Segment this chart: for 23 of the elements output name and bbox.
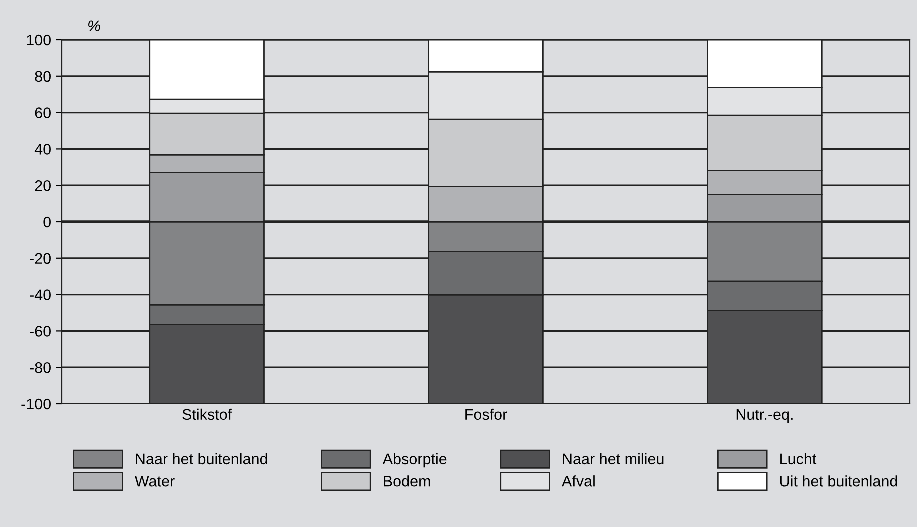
y-tick-label: 100 — [27, 34, 51, 46]
legend-label: Uit het buitenland — [780, 476, 898, 487]
y-tick-label: 20 — [35, 180, 51, 192]
y-tick-label: -40 — [30, 290, 51, 300]
y-tick-label: -20 — [30, 253, 51, 264]
y-tick-label: -60 — [30, 326, 51, 337]
y-tick-label: -80 — [30, 362, 51, 374]
legend-label: Absorptie — [382, 453, 447, 468]
x-tick-label: Nutr.-eq. — [736, 409, 793, 424]
legend-label: Naar het buitenland — [136, 453, 268, 465]
legend-label: Water — [134, 476, 175, 487]
y-tick-label: 80 — [35, 71, 51, 82]
y-axis-title: % — [88, 20, 100, 32]
y-tick-label: 60 — [35, 108, 51, 118]
y-tick-label: -100 — [22, 398, 51, 410]
x-tick-label: Fosfor — [466, 408, 508, 420]
y-tick-label: 0 — [44, 216, 51, 228]
x-tick-label: Stikstof — [182, 408, 232, 420]
legend-label: Naar het milieu — [563, 453, 664, 465]
legend-label: Bodem — [384, 476, 430, 487]
y-tick-label: 40 — [34, 144, 51, 155]
legend-label: Afval — [562, 476, 595, 487]
legend-label: Lucht — [780, 453, 817, 465]
